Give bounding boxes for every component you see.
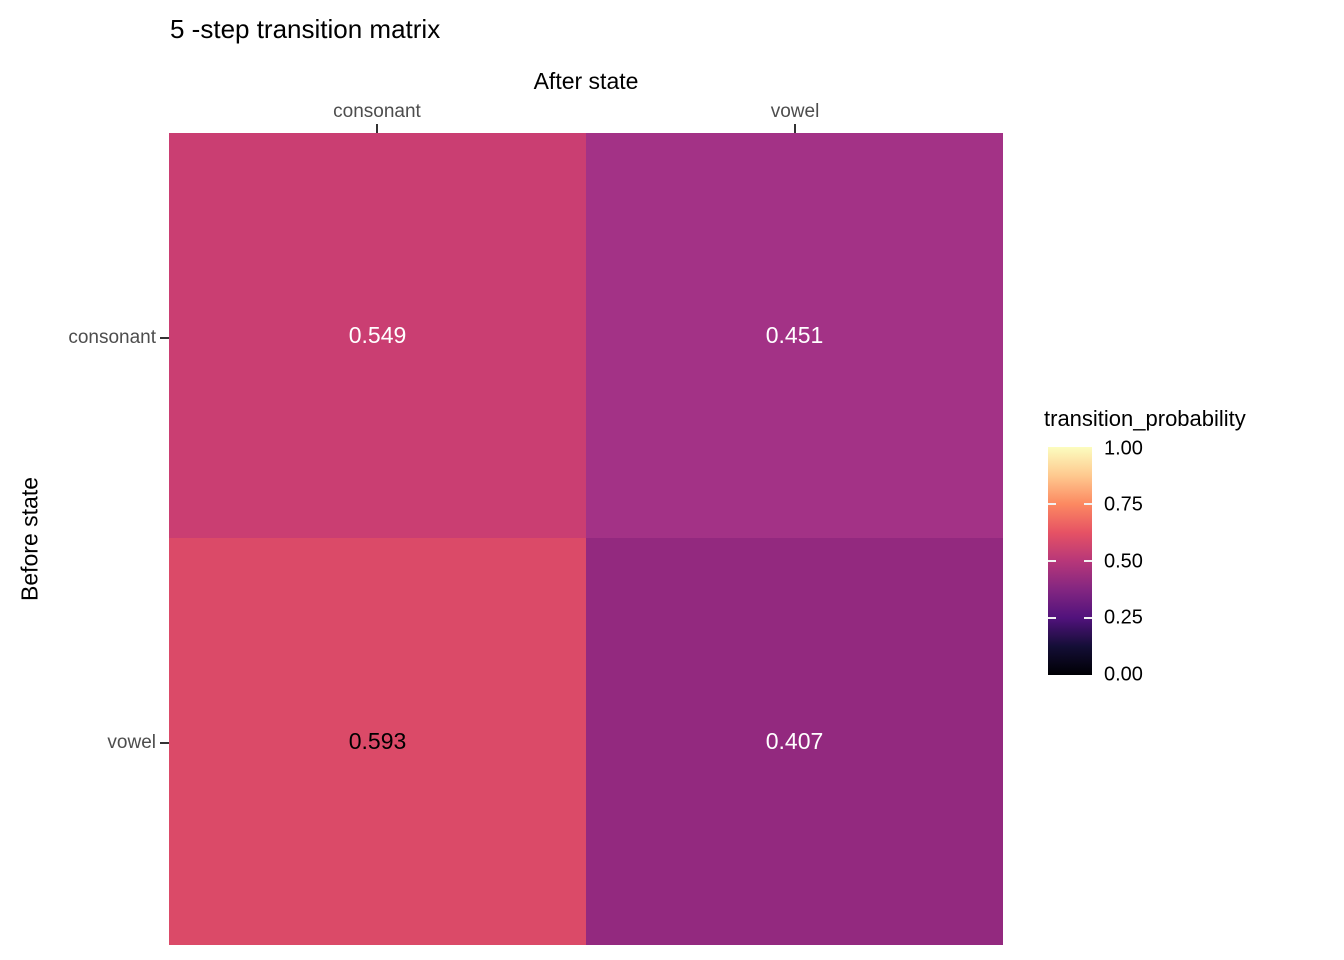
legend-colorbar (1048, 447, 1092, 675)
y-tick-label-vowel: vowel (107, 732, 156, 753)
y-tick-mark (160, 337, 169, 339)
cell-value-label: 0.549 (348, 322, 407, 348)
x-tick-mark (794, 124, 796, 133)
legend-tick-label: 0.00 (1104, 663, 1143, 686)
y-axis-title: Before state (16, 476, 43, 602)
y-tick-label-consonant: consonant (68, 327, 156, 348)
y-tick-mark (160, 742, 169, 744)
legend-title: transition_probability (1044, 406, 1246, 431)
heatmap-cell-vowel-consonant: 0.593 (169, 538, 586, 945)
legend-tick-dash (1048, 560, 1056, 562)
legend-tick-dash (1048, 503, 1056, 505)
heatmap-cell-vowel-vowel: 0.407 (586, 538, 1003, 945)
x-axis-title: After state (533, 68, 639, 94)
heatmap-panel: 0.549 0.451 0.593 0.407 (169, 133, 1003, 945)
legend-tick-dash (1048, 617, 1056, 619)
cell-value-label: 0.593 (348, 728, 407, 754)
x-tick-mark (376, 124, 378, 133)
heatmap-cell-consonant-vowel: 0.451 (586, 133, 1003, 538)
legend-tick-label: 0.25 (1104, 606, 1143, 629)
legend-tick-dash (1084, 617, 1092, 619)
legend-tick-label: 0.75 (1104, 493, 1143, 516)
legend-tick-label: 0.50 (1104, 550, 1143, 573)
legend-tick-dash (1084, 560, 1092, 562)
chart-title: 5 -step transition matrix (170, 14, 441, 44)
cell-value-label: 0.451 (765, 322, 824, 348)
legend-tick-dash (1084, 503, 1092, 505)
heatmap-cell-consonant-consonant: 0.549 (169, 133, 586, 538)
x-tick-label-vowel: vowel (770, 101, 820, 122)
legend-tick-label: 1.00 (1104, 437, 1143, 460)
x-tick-label-consonant: consonant (333, 101, 421, 122)
cell-value-label: 0.407 (765, 728, 824, 754)
